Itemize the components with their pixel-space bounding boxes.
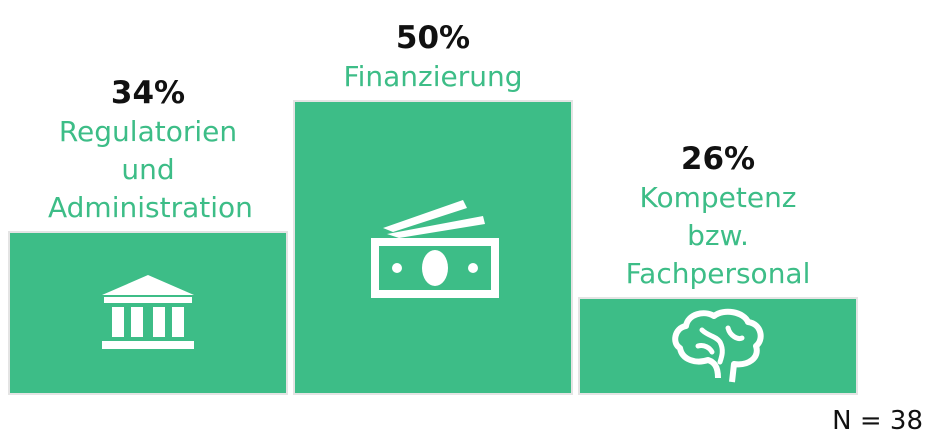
value-label: 50% bbox=[395, 20, 471, 56]
brain-icon bbox=[672, 308, 764, 383]
category-label: Kompetenz bzw. Fachpersonal bbox=[625, 180, 811, 290]
bar-label: 50% Finanzierung bbox=[283, 0, 583, 96]
bar bbox=[8, 231, 288, 395]
bar bbox=[293, 100, 573, 395]
bar-label: 34% Regulatorien und Administration bbox=[0, 0, 298, 227]
sample-size-note: N = 38 bbox=[832, 406, 923, 436]
value-label: 26% bbox=[680, 140, 756, 177]
money-icon bbox=[371, 199, 499, 298]
bank-icon bbox=[102, 275, 194, 350]
value-label: 34% bbox=[110, 75, 186, 112]
category-label: Finanzierung bbox=[343, 60, 523, 93]
bar-label: 26% Kompetenz bzw. Fachpersonal bbox=[568, 0, 868, 293]
category-label: Regulatorien und Administration bbox=[48, 115, 253, 225]
bar bbox=[578, 296, 858, 395]
